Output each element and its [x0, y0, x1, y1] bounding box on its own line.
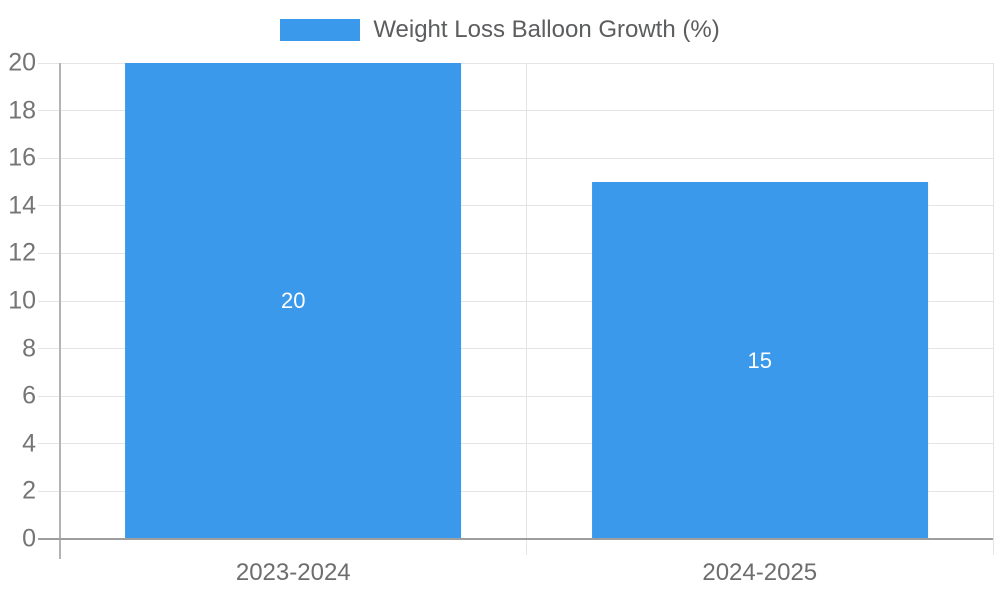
legend[interactable]: Weight Loss Balloon Growth (%) — [0, 16, 1000, 44]
y-gridline — [38, 252, 993, 254]
bar[interactable]: 15 — [591, 182, 928, 539]
y-gridline — [38, 490, 993, 492]
x-tick-label: 2024-2025 — [702, 559, 818, 586]
bar-value-label: 20 — [281, 288, 306, 313]
x-axis-baseline — [38, 538, 993, 540]
y-tick-label: 6 — [22, 381, 36, 410]
y-gridline — [38, 395, 993, 397]
plot-right-border — [992, 63, 994, 555]
y-tick-label: 20 — [8, 48, 36, 77]
legend-swatch-icon — [280, 19, 361, 41]
y-tick-label: 0 — [22, 524, 36, 553]
y-gridline — [38, 62, 993, 64]
y-axis-line — [59, 63, 61, 559]
plot-area: 0 2 4 6 8 10 12 14 16 18 20 20 2023-2024 15 2024-2025 — [8, 50, 994, 586]
y-tick-label: 14 — [8, 191, 36, 220]
x-tick-label: 2023-2024 — [235, 559, 351, 586]
y-tick-label: 4 — [22, 429, 36, 458]
legend-label: Weight Loss Balloon Growth (%) — [373, 16, 720, 43]
y-tick-label: 10 — [8, 286, 36, 315]
y-gridline — [38, 205, 993, 207]
y-gridline — [38, 348, 993, 350]
y-tick-label: 2 — [22, 476, 36, 505]
y-gridline — [38, 443, 993, 445]
y-tick-label: 16 — [8, 143, 36, 172]
bar-value-label: 15 — [747, 347, 772, 373]
y-gridline — [38, 300, 993, 302]
y-tick-label: 18 — [8, 96, 36, 125]
y-tick-label: 8 — [22, 334, 36, 363]
category-separator-line — [526, 63, 527, 555]
bar[interactable]: 20 — [125, 63, 462, 539]
y-gridline — [38, 157, 993, 159]
y-gridline — [38, 110, 993, 112]
y-tick-label: 12 — [8, 238, 36, 267]
